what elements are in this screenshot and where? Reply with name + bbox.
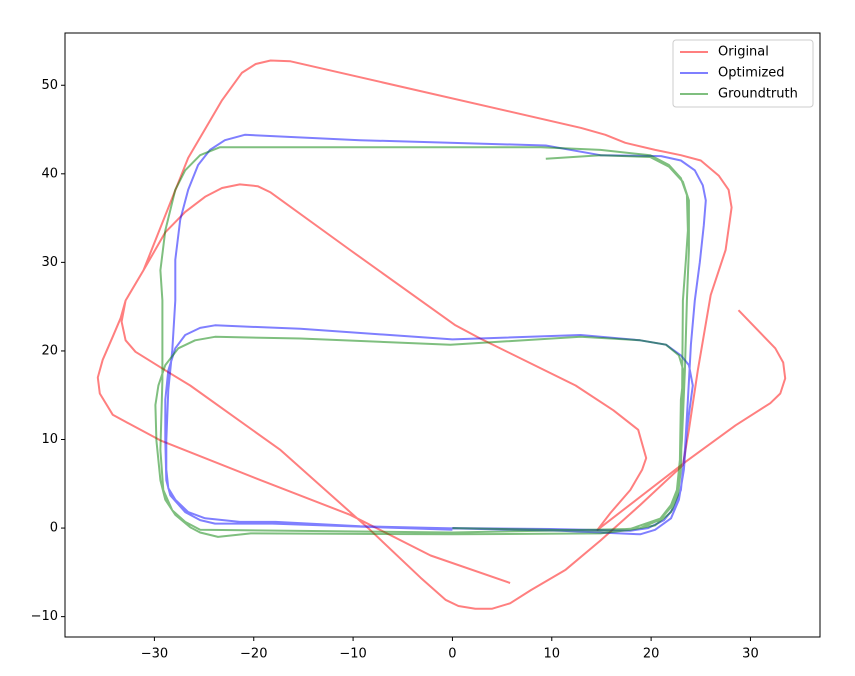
x-tick-label: −30 xyxy=(141,647,168,662)
y-tick-label: 40 xyxy=(41,166,58,181)
legend-box xyxy=(672,39,814,108)
trajectory-line xyxy=(96,59,787,610)
y-tick-label: 30 xyxy=(41,255,58,270)
x-tick-label: −20 xyxy=(240,647,267,662)
y-tick-label: 20 xyxy=(41,343,58,358)
y-tick-label: 10 xyxy=(41,432,58,447)
x-tick-label: 10 xyxy=(544,647,561,662)
trajectory-line xyxy=(164,133,707,536)
legend-label: Original xyxy=(718,45,769,60)
legend: Original Optimized Groundtruth xyxy=(672,39,814,108)
y-tick-label: −10 xyxy=(31,609,58,624)
y-tick-label: 0 xyxy=(50,521,58,536)
y-tick-label: 50 xyxy=(41,78,58,93)
legend-label: Optimized xyxy=(718,66,785,81)
x-tick-label: 0 xyxy=(448,647,456,662)
legend-label: Groundtruth xyxy=(718,87,798,102)
axes-frame xyxy=(64,32,821,638)
x-tick-label: 20 xyxy=(643,647,660,662)
trajectory-line xyxy=(154,146,690,538)
x-tick-label: 30 xyxy=(742,647,759,662)
plot-area xyxy=(96,59,787,610)
x-tick-label: −10 xyxy=(339,647,366,662)
